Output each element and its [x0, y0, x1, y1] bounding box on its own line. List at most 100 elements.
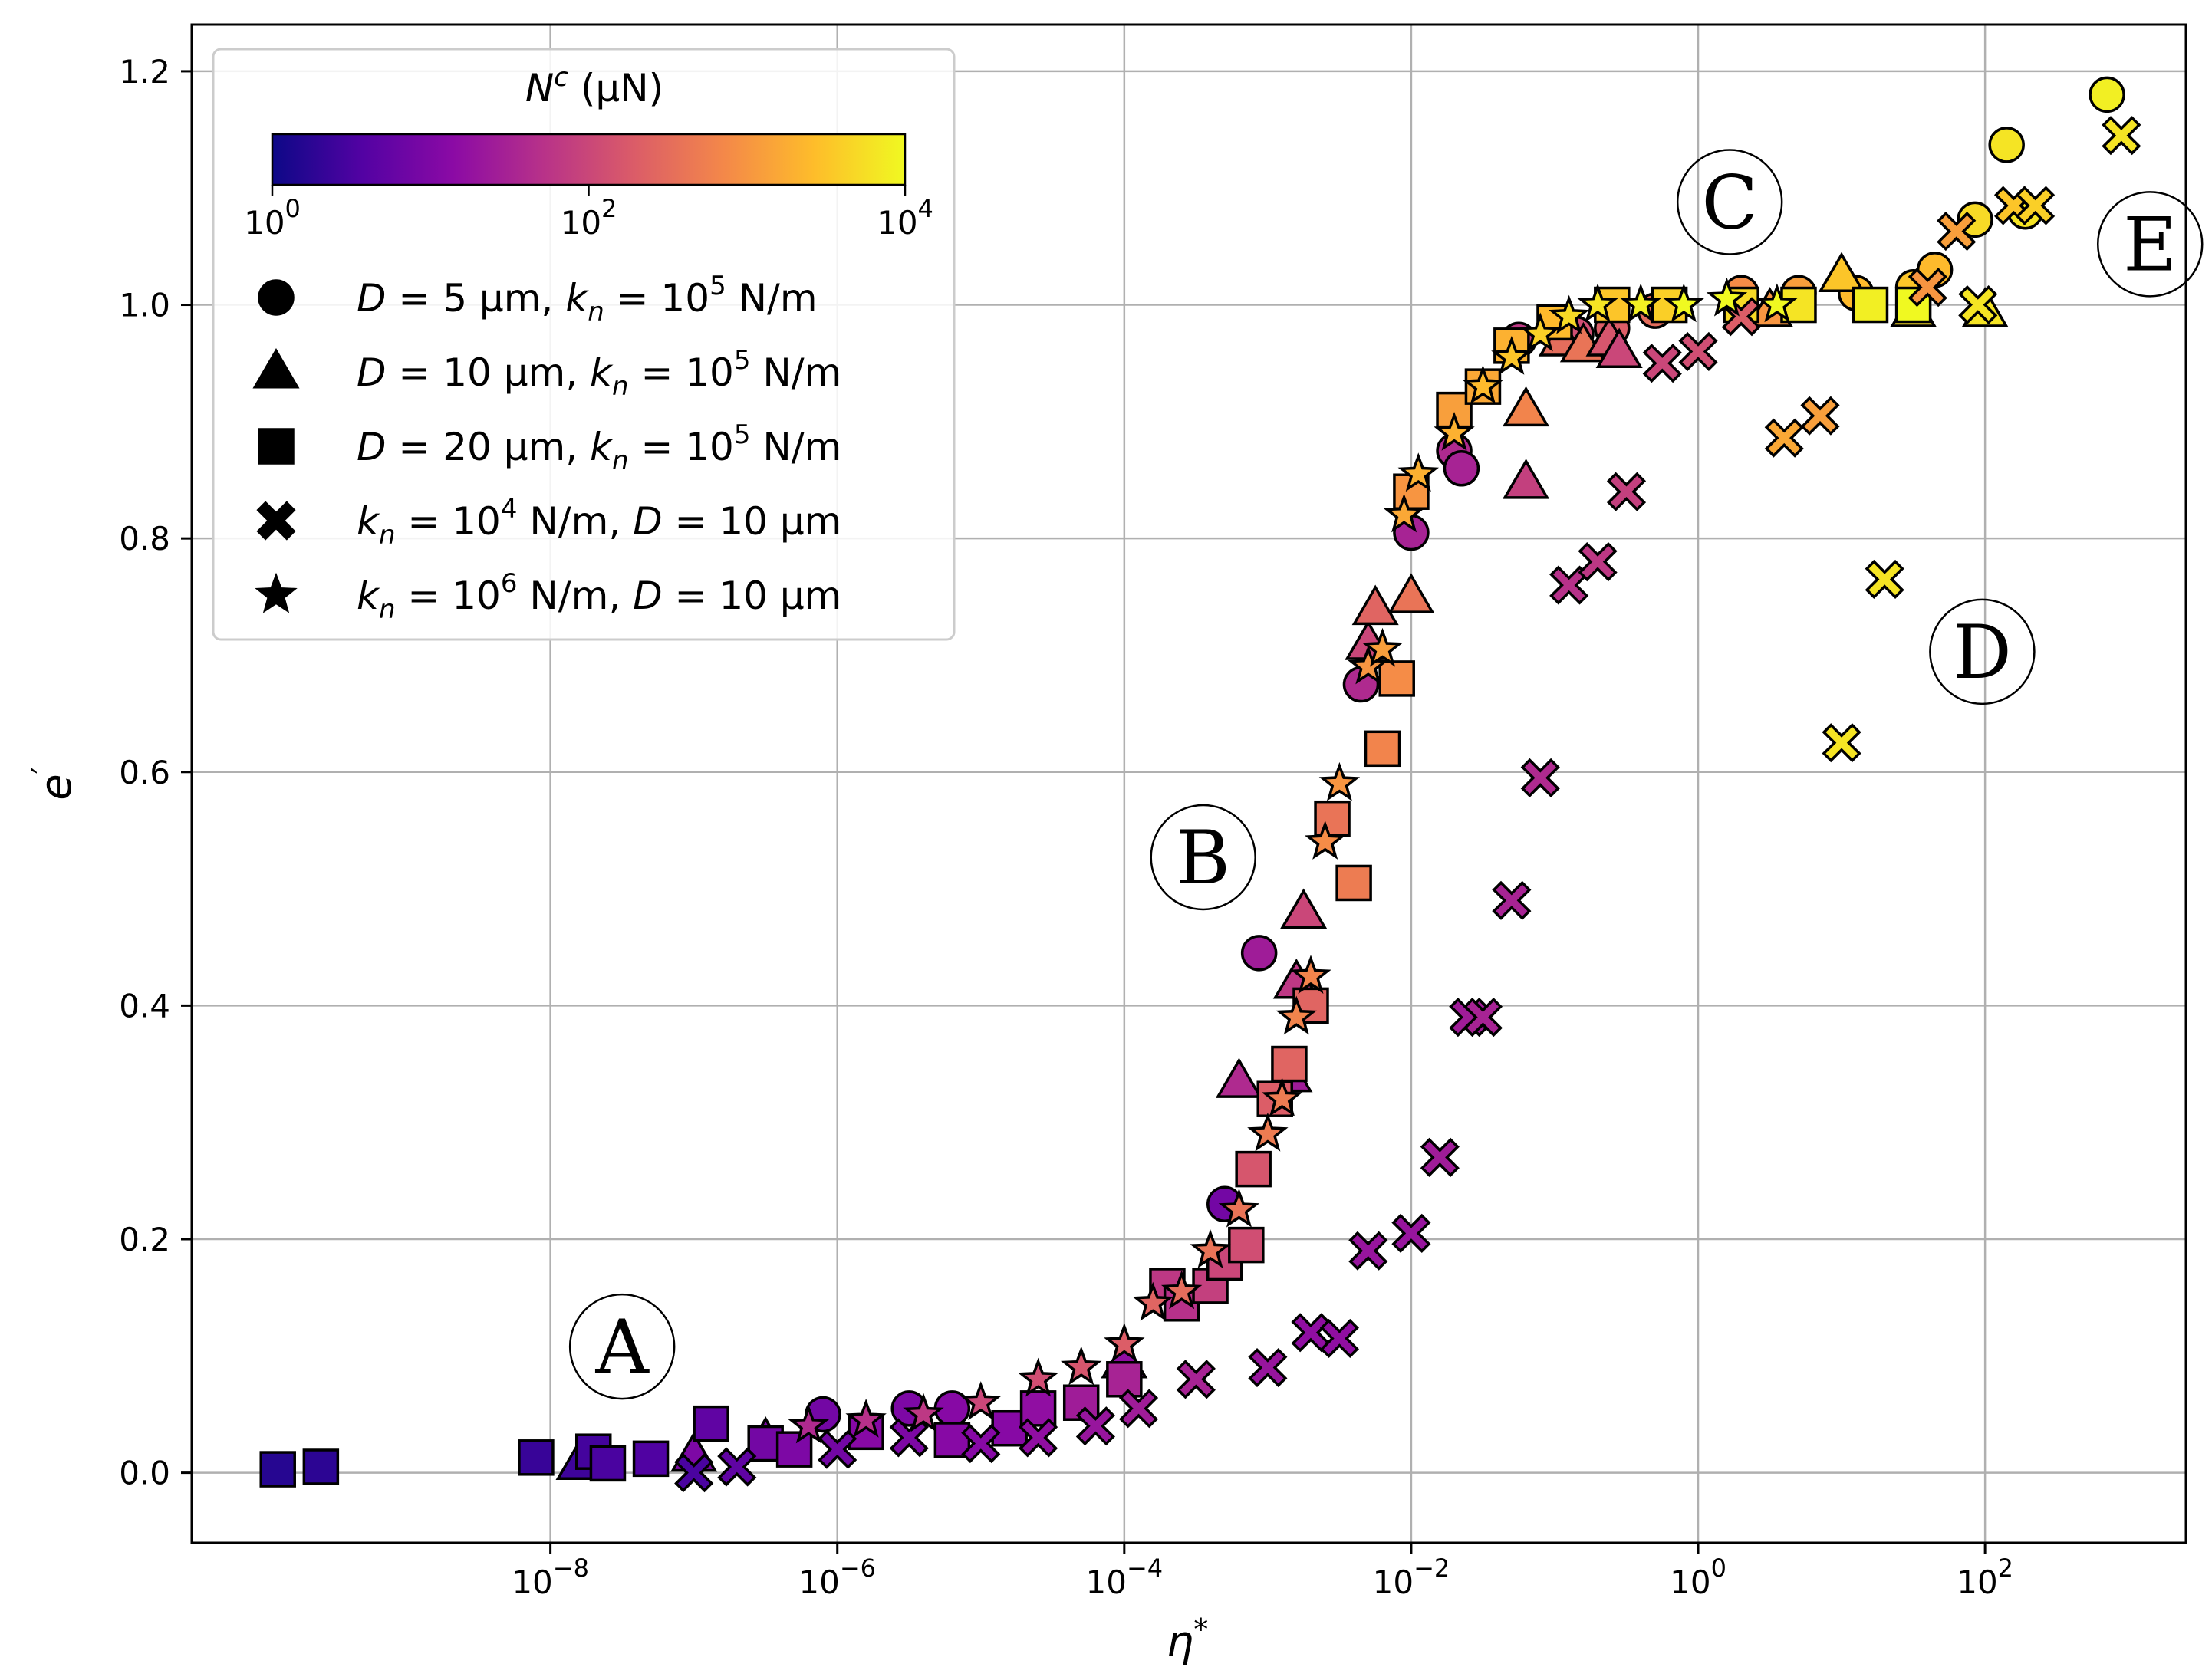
legend-label: kn = 106 N/m, D = 10 μm: [357, 568, 841, 625]
colorbar-ticks: 100 102 104: [244, 185, 933, 242]
y-tick-label: 0.0: [119, 1455, 170, 1492]
data-point-star: [1017, 1357, 1059, 1397]
data-point-square: [1378, 660, 1415, 697]
svg-text:A: A: [594, 1304, 650, 1390]
data-point-triangle: [1503, 386, 1550, 427]
data-point-x: [1822, 723, 1861, 763]
data-point-star: [1261, 1077, 1303, 1116]
legend: Nc (μN) 100 102 104 D = 5 μm, kn = 105 N/m…: [212, 48, 956, 641]
svg-text:C: C: [1701, 160, 1757, 246]
data-point-square: [1335, 864, 1372, 902]
data-point-triangle: [1351, 584, 1399, 626]
data-point-star: [1548, 294, 1590, 334]
data-point-square: [302, 1448, 340, 1485]
legend-entry-triangle: D = 10 μm, kn = 105 N/m: [252, 345, 841, 402]
data-point-x: [1520, 758, 1560, 797]
y-tick-label: 0.4: [119, 987, 170, 1024]
legend-entry-circle: D = 5 μm, kn = 105 N/m: [258, 271, 818, 327]
data-point-triangle: [1818, 252, 1865, 293]
data-point-star: [1462, 365, 1504, 404]
series-x: [674, 116, 2141, 1493]
y-axis-title: e′: [26, 767, 81, 801]
data-point-x: [1958, 284, 1998, 325]
legend-entries: D = 5 μm, kn = 105 N/m D = 10 μm, kn = 10…: [252, 271, 841, 625]
x-tick-label: 100: [1670, 1554, 1726, 1601]
data-point-square: [1228, 1226, 1265, 1264]
data-point-circle: [1443, 450, 1480, 487]
legend-box: [212, 48, 956, 641]
data-point-square: [1852, 286, 1889, 324]
data-point-x: [1937, 212, 1977, 252]
data-point-star: [1190, 1229, 1231, 1268]
legend-marker-circle: [258, 279, 295, 316]
data-point-square: [693, 1405, 729, 1442]
legend-marker-x: [256, 501, 296, 541]
y-tick-label: 1.2: [119, 53, 170, 90]
data-point-x: [1176, 1360, 1216, 1399]
data-point-star: [1577, 283, 1618, 323]
colorbar: [271, 133, 907, 186]
data-point-x: [1764, 418, 1804, 458]
data-point-star: [1361, 627, 1404, 667]
data-point-x: [1118, 1389, 1159, 1429]
colorbar-title: Nc (μN): [525, 62, 663, 110]
y-tick-label: 0.6: [119, 754, 170, 791]
region-label-d: D: [1929, 598, 2036, 705]
data-point-star: [1491, 335, 1532, 375]
data-point-x: [2102, 116, 2141, 156]
data-point-x: [1019, 1418, 1058, 1458]
data-point-x: [1348, 1231, 1388, 1271]
data-point-star: [1290, 955, 1331, 995]
data-point-x: [717, 1447, 757, 1487]
x-tick-label: 10−2: [1373, 1554, 1450, 1601]
data-point-x: [1420, 1137, 1460, 1177]
data-point-circle: [1988, 127, 2025, 163]
svg-text:E: E: [2123, 202, 2177, 288]
data-point-circle: [2089, 76, 2125, 113]
data-point-star: [1706, 277, 1748, 317]
legend-label: D = 10 μm, kn = 105 N/m: [357, 345, 841, 402]
colorbar-tick-label: 102: [561, 194, 617, 242]
data-point-triangle: [1215, 1057, 1263, 1098]
data-point-square: [775, 1431, 813, 1468]
data-point-x: [1391, 1213, 1431, 1253]
data-point-star: [1276, 995, 1318, 1035]
data-point-x: [1800, 396, 1840, 436]
data-point-x: [1678, 331, 1718, 372]
data-point-star: [1160, 1270, 1203, 1310]
data-point-star: [1318, 761, 1361, 801]
x-tick-label: 10−4: [1086, 1554, 1164, 1601]
data-point-star: [1397, 452, 1440, 492]
data-point-star: [1247, 1112, 1289, 1152]
data-point-square: [1364, 730, 1401, 768]
y-tick-label: 0.8: [119, 520, 170, 557]
series-star: [788, 277, 1798, 1444]
data-point-square: [259, 1451, 296, 1488]
x-tick-label: 102: [1957, 1554, 2013, 1601]
data-point-triangle: [1280, 888, 1328, 929]
x-tick-label: 10−6: [798, 1554, 876, 1601]
data-point-star: [903, 1393, 944, 1432]
data-point-star: [1620, 283, 1661, 323]
data-point-x: [674, 1453, 714, 1493]
data-point-star: [1348, 645, 1389, 685]
grid: [192, 25, 2186, 1543]
data-point-star: [1519, 312, 1561, 352]
data-point-triangle: [1503, 459, 1550, 499]
data-point-x: [961, 1423, 1001, 1464]
legend-marker-star: [255, 572, 298, 613]
data-point-triangle: [1595, 327, 1643, 369]
data-point-square: [589, 1445, 627, 1482]
colorbar-tick-label: 100: [244, 194, 301, 242]
legend-marker-triangle: [252, 348, 300, 389]
data-point-circle: [1240, 935, 1278, 972]
data-point-star: [1663, 283, 1705, 323]
data-point-star: [1104, 1322, 1145, 1362]
data-point-square: [518, 1439, 555, 1476]
data-point-square: [632, 1440, 670, 1478]
data-point-x: [1606, 472, 1647, 511]
data-point-x: [1463, 998, 1503, 1037]
x-axis-title: η*: [1167, 1613, 1209, 1667]
axis-ticks: 10−8 10−6 10−4 10−2 100 102 0.0 0.2 0.4 0.6 0.8 1.0…: [119, 53, 2013, 1601]
